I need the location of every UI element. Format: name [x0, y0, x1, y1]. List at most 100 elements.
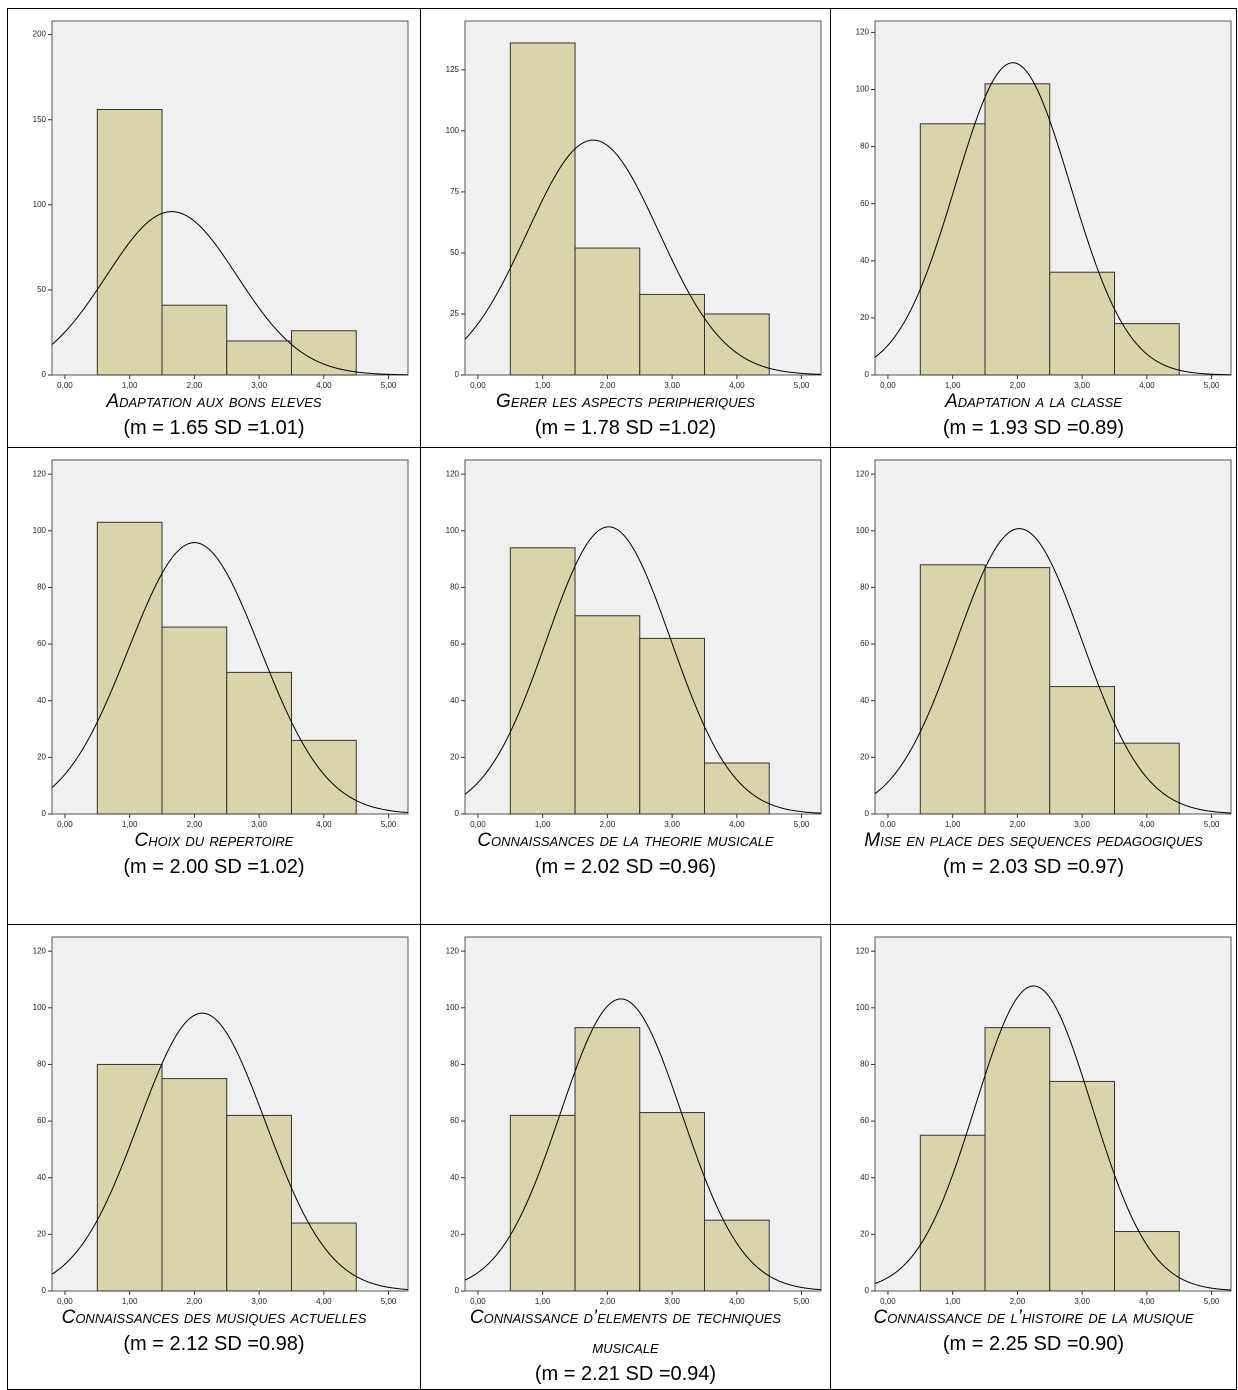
chart-subtitle: (m = 2.03 SD =0.97)	[942, 856, 1125, 878]
y-tick-label: 80	[860, 142, 869, 151]
y-tick-label: 120	[446, 469, 460, 478]
bar	[984, 83, 1051, 376]
x-tick-label: 3,00	[1074, 820, 1090, 829]
bar	[574, 1027, 641, 1292]
x-tick-label: 3,00	[251, 381, 267, 390]
bar	[509, 42, 576, 376]
y-tick-label: 20	[860, 752, 869, 761]
y-tick-label: 0	[865, 1286, 870, 1295]
y-tick-label: 40	[860, 696, 869, 705]
x-tick-label: 0,00	[470, 381, 486, 390]
x-tick-label: 1,00	[535, 820, 551, 829]
y-tick-label: 60	[860, 1116, 869, 1125]
bar	[226, 1114, 292, 1292]
x-tick-label: 3,00	[664, 1297, 680, 1306]
y-tick-label: 100	[856, 1003, 870, 1012]
chart-cell: 0 20 40 60 80 100 120 0,00 1,00 2,00 3,00 4,00 5,00 M…	[831, 448, 1237, 925]
y-tick-label: 40	[450, 696, 459, 705]
x-tick-label: 3,00	[664, 381, 680, 390]
x-tick-label: 0,00	[880, 820, 896, 829]
x-tick-label: 0,00	[880, 381, 896, 390]
x-tick-label: 5,00	[381, 820, 397, 829]
y-tick-label: 125	[446, 65, 460, 74]
y-tick-label: 120	[856, 946, 870, 955]
x-tick-label: 2,00	[600, 381, 616, 390]
chart: 0 25 50 75 100 125 0,00 1,00 2,00 3,00 4,00 5,00	[446, 20, 822, 390]
x-tick-label: 1,00	[122, 381, 138, 390]
x-tick-label: 0,00	[470, 820, 486, 829]
chart-cell: 0 20 40 60 80 100 120 0,00 1,00 2,00 3,00 4,00 5,00 C…	[831, 925, 1237, 1390]
y-tick-label: 60	[450, 1116, 459, 1125]
y-tick-label: 100	[446, 526, 460, 535]
bar	[161, 626, 228, 815]
normal-curve	[51, 211, 409, 376]
x-tick-label: 1,00	[122, 820, 138, 829]
bar	[703, 1219, 770, 1292]
y-tick-label: 75	[450, 187, 459, 196]
x-tick-label: 3,00	[664, 820, 680, 829]
x-tick-label: 2,00	[600, 1297, 616, 1306]
x-tick-label: 2,00	[187, 820, 203, 829]
y-tick-label: 120	[856, 469, 870, 478]
chart: 0 20 40 60 80 100 120 0,00 1,00 2,00 3,00 4,00 5,00	[446, 459, 822, 829]
chart-subtitle: (m = 1.65 SD =1.01)	[123, 417, 305, 439]
y-tick-label: 40	[37, 1173, 46, 1182]
x-tick-label: 4,00	[316, 820, 332, 829]
chart-title: Adaptation a la classe	[945, 391, 1122, 412]
bar	[161, 304, 228, 376]
chart: 0 20 40 60 80 100 120 0,00 1,00 2,00 3,00 4,00 5,00	[446, 936, 822, 1306]
x-tick-label: 5,00	[381, 381, 397, 390]
bar	[639, 293, 705, 376]
normal-curve	[464, 139, 822, 375]
y-tick-label: 100	[33, 1003, 47, 1012]
bar	[96, 521, 163, 815]
y-tick-label: 0	[455, 370, 460, 379]
y-tick-label: 50	[37, 285, 46, 294]
chart-subtitle: (m = 2.25 SD =0.90)	[942, 1333, 1125, 1355]
y-tick-label: 80	[860, 583, 869, 592]
chart: 0 20 40 60 80 100 120 0,00 1,00 2,00 3,00 4,00 5,00	[856, 20, 1232, 390]
x-tick-label: 1,00	[945, 1297, 961, 1306]
y-tick-label: 0	[455, 809, 460, 818]
x-tick-label: 1,00	[535, 1297, 551, 1306]
y-tick-label: 200	[33, 30, 47, 39]
x-tick-label: 2,00	[600, 820, 616, 829]
bar	[1049, 686, 1115, 815]
chart-subtitle: (m = 2.02 SD =0.96)	[534, 856, 717, 878]
bar	[574, 247, 641, 376]
chart-title: Adaptation aux bons eleves	[106, 391, 322, 412]
bar	[96, 1063, 163, 1292]
x-tick-label: 5,00	[381, 1297, 397, 1306]
bar	[703, 313, 770, 376]
x-tick-label: 1,00	[945, 820, 961, 829]
x-tick-label: 4,00	[729, 381, 745, 390]
x-tick-label: 0,00	[57, 381, 73, 390]
x-tick-label: 0,00	[57, 1297, 73, 1306]
normal-curve	[51, 542, 409, 814]
bar	[1113, 742, 1180, 815]
bar	[1113, 1231, 1180, 1292]
chart-subtitle: (m = 1.93 SD =0.89)	[942, 417, 1125, 439]
chart-cell: 0 20 40 60 80 100 120 0,00 1,00 2,00 3,00 4,00 5,00 A…	[831, 9, 1237, 448]
y-tick-label: 40	[860, 1173, 869, 1182]
y-tick-label: 40	[37, 696, 46, 705]
y-tick-label: 100	[856, 526, 870, 535]
x-tick-label: 3,00	[1074, 381, 1090, 390]
y-tick-label: 60	[37, 639, 46, 648]
chart: 0 20 40 60 80 100 120 0,00 1,00 2,00 3,00 4,00 5,00	[33, 459, 409, 829]
normal-curve	[874, 985, 1232, 1291]
chart: 0 20 40 60 80 100 120 0,00 1,00 2,00 3,00 4,00 5,00	[856, 936, 1232, 1306]
x-tick-label: 2,00	[1010, 1297, 1026, 1306]
y-tick-label: 80	[860, 1060, 869, 1069]
bar	[161, 1078, 228, 1292]
bar	[509, 1114, 576, 1292]
x-tick-label: 0,00	[880, 1297, 896, 1306]
x-tick-label: 3,00	[251, 820, 267, 829]
chart-cell: 0 20 40 60 80 100 120 0,00 1,00 2,00 3,00 4,00 5,00 C…	[421, 448, 831, 925]
x-tick-label: 0,00	[470, 1297, 486, 1306]
x-tick-label: 0,00	[57, 820, 73, 829]
y-tick-label: 20	[860, 313, 869, 322]
chart-cell: 0 20 40 60 80 100 120 0,00 1,00 2,00 3,00 4,00 5,00 C…	[8, 925, 421, 1390]
y-tick-label: 60	[860, 199, 869, 208]
x-tick-label: 5,00	[1204, 381, 1220, 390]
